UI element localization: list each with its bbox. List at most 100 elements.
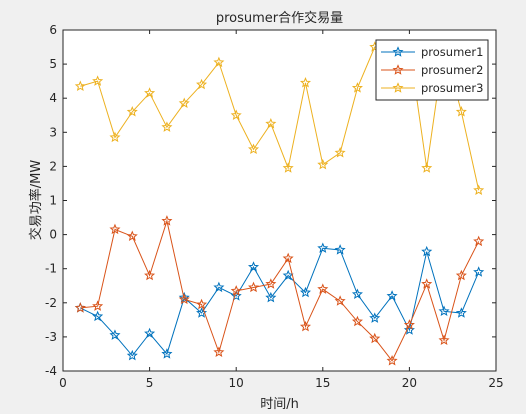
data-point bbox=[455, 106, 467, 117]
data-point bbox=[161, 215, 173, 226]
data-point bbox=[455, 269, 467, 281]
legend-marker bbox=[392, 82, 404, 93]
data-point bbox=[74, 80, 86, 91]
data-point bbox=[386, 290, 398, 301]
data-point bbox=[473, 184, 485, 195]
data-point bbox=[126, 106, 138, 117]
data-point bbox=[230, 285, 242, 296]
x-tick-label: 15 bbox=[315, 376, 330, 390]
legend-marker bbox=[392, 46, 404, 57]
legend-label: prosumer2 bbox=[421, 63, 483, 77]
data-point bbox=[351, 315, 363, 327]
data-point bbox=[178, 293, 190, 305]
data-point bbox=[126, 230, 138, 242]
legend-item: prosumer1 bbox=[381, 45, 483, 59]
y-tick-label: 0 bbox=[49, 228, 57, 242]
data-point bbox=[317, 158, 329, 170]
y-tick-label: 6 bbox=[49, 23, 57, 37]
data-point bbox=[248, 261, 260, 272]
data-point bbox=[109, 329, 121, 340]
data-point bbox=[282, 162, 294, 173]
legend-marker bbox=[392, 64, 404, 75]
data-point bbox=[317, 242, 329, 253]
data-point bbox=[438, 305, 450, 317]
series-prosumer2 bbox=[74, 215, 485, 366]
data-point bbox=[369, 332, 381, 344]
y-tick-label: -4 bbox=[45, 364, 57, 378]
data-point bbox=[74, 302, 86, 313]
x-tick-label: 25 bbox=[488, 376, 503, 390]
data-point bbox=[213, 281, 225, 293]
data-point bbox=[144, 269, 156, 281]
data-point bbox=[144, 87, 156, 98]
y-tick-label: -3 bbox=[45, 330, 57, 344]
data-point bbox=[92, 75, 104, 86]
data-point bbox=[248, 143, 260, 155]
data-point bbox=[317, 283, 329, 294]
legend: prosumer1 prosumer2 prosumer3 bbox=[375, 39, 489, 101]
data-point bbox=[421, 245, 433, 257]
series-line bbox=[80, 219, 480, 362]
axis-ticks: 0 5 10 15 20 25 -4 -3 -2 -1 0 1 2 3 4 5 6 bbox=[45, 23, 504, 390]
data-point bbox=[473, 266, 485, 277]
data-point bbox=[438, 334, 450, 346]
data-point bbox=[455, 307, 467, 318]
y-tick-label: 4 bbox=[49, 91, 57, 105]
data-point bbox=[230, 290, 242, 301]
data-point bbox=[334, 146, 346, 158]
y-axis-label: 交易功率/MW bbox=[28, 160, 44, 241]
data-point bbox=[92, 310, 104, 322]
data-point bbox=[369, 312, 381, 323]
x-tick-label: 20 bbox=[402, 376, 417, 390]
data-point bbox=[248, 281, 260, 293]
x-tick-label: 5 bbox=[146, 376, 154, 390]
data-point bbox=[421, 162, 433, 173]
data-point bbox=[213, 56, 225, 68]
data-point bbox=[299, 77, 311, 88]
legend-label: prosumer1 bbox=[421, 45, 483, 59]
data-point bbox=[351, 288, 363, 299]
data-point bbox=[299, 286, 311, 298]
legend-item: prosumer2 bbox=[381, 63, 483, 77]
data-point bbox=[161, 121, 173, 132]
y-tick-label: -2 bbox=[45, 296, 57, 310]
data-point bbox=[196, 298, 208, 310]
data-point bbox=[334, 244, 346, 255]
data-point bbox=[334, 295, 346, 306]
data-point bbox=[421, 278, 433, 289]
data-point bbox=[386, 354, 398, 366]
data-point bbox=[282, 269, 294, 281]
data-point bbox=[196, 307, 208, 318]
data-point bbox=[351, 82, 363, 93]
y-tick-label: 3 bbox=[49, 125, 57, 139]
data-point bbox=[109, 131, 121, 143]
x-tick-label: 10 bbox=[229, 376, 244, 390]
y-tick-label: 1 bbox=[49, 194, 57, 208]
data-point bbox=[178, 97, 190, 109]
y-tick-label: -1 bbox=[45, 262, 57, 276]
data-point bbox=[144, 327, 156, 339]
data-point bbox=[265, 278, 277, 289]
data-point bbox=[299, 320, 311, 332]
data-point bbox=[473, 235, 485, 247]
data-point bbox=[403, 319, 415, 330]
data-point bbox=[265, 117, 277, 129]
data-point bbox=[213, 346, 225, 357]
data-point bbox=[161, 348, 173, 359]
x-axis-label: 时间/h bbox=[260, 397, 299, 412]
legend-item: prosumer3 bbox=[381, 81, 483, 95]
data-point bbox=[109, 223, 121, 235]
data-point bbox=[92, 300, 104, 311]
data-point bbox=[403, 324, 415, 335]
data-point bbox=[126, 349, 138, 361]
y-tick-label: 2 bbox=[49, 159, 57, 173]
data-point bbox=[265, 291, 277, 303]
legend-label: prosumer3 bbox=[421, 81, 483, 95]
x-tick-label: 0 bbox=[59, 376, 67, 390]
data-point bbox=[230, 109, 242, 120]
data-point bbox=[196, 78, 208, 90]
y-tick-label: 5 bbox=[49, 57, 57, 71]
data-point bbox=[282, 252, 294, 264]
chart-title: prosumer合作交易量 bbox=[216, 10, 343, 26]
